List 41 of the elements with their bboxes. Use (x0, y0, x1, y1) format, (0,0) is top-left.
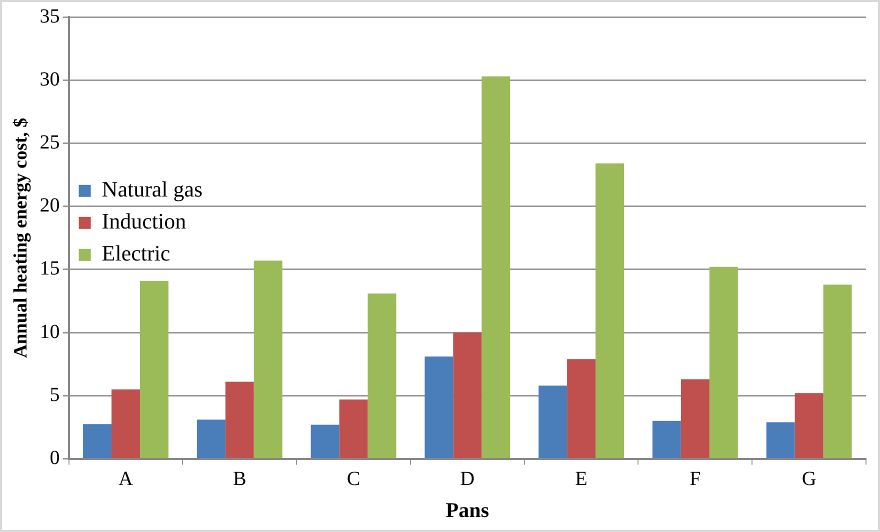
bar (823, 284, 852, 458)
bar (709, 266, 738, 458)
y-tick-label: 20 (40, 194, 60, 217)
x-tick-label: G (802, 468, 816, 490)
x-axis-title: Pans (446, 498, 489, 522)
bar (196, 420, 226, 458)
bar (794, 393, 824, 458)
bar (596, 163, 624, 458)
bar (112, 389, 140, 458)
bar (680, 379, 710, 458)
x-tick-label: D (460, 468, 475, 490)
y-tick-label: 25 (40, 131, 60, 154)
bar (424, 356, 454, 458)
y-tick-label: 30 (40, 68, 60, 90)
bar (368, 293, 396, 458)
x-tick-label: F (690, 468, 701, 490)
bar (567, 359, 596, 458)
bar (538, 386, 568, 458)
x-tick-label: B (232, 468, 246, 490)
legend-label: Induction (102, 208, 186, 234)
bar (339, 399, 368, 458)
bar (83, 424, 112, 458)
bar (652, 420, 681, 458)
legend-label: Natural gas (102, 176, 203, 202)
bar (453, 332, 482, 458)
bar (766, 422, 795, 458)
x-tick-label: E (575, 468, 588, 490)
y-axis-title: Annual heating energy cost, $ (10, 118, 32, 358)
y-tick-label: 5 (50, 384, 60, 406)
bar (482, 76, 510, 458)
x-tick-label: A (118, 468, 134, 490)
bar (225, 382, 254, 458)
y-tick-label: 15 (40, 258, 60, 280)
bar (254, 260, 282, 458)
bar (310, 424, 340, 458)
legend-label: Electric (102, 240, 170, 266)
y-tick-label: 10 (40, 320, 60, 343)
bar (140, 280, 168, 458)
y-tick-label: 35 (40, 5, 60, 28)
x-tick-label: C (346, 468, 360, 490)
y-tick-label: 0 (50, 447, 60, 470)
